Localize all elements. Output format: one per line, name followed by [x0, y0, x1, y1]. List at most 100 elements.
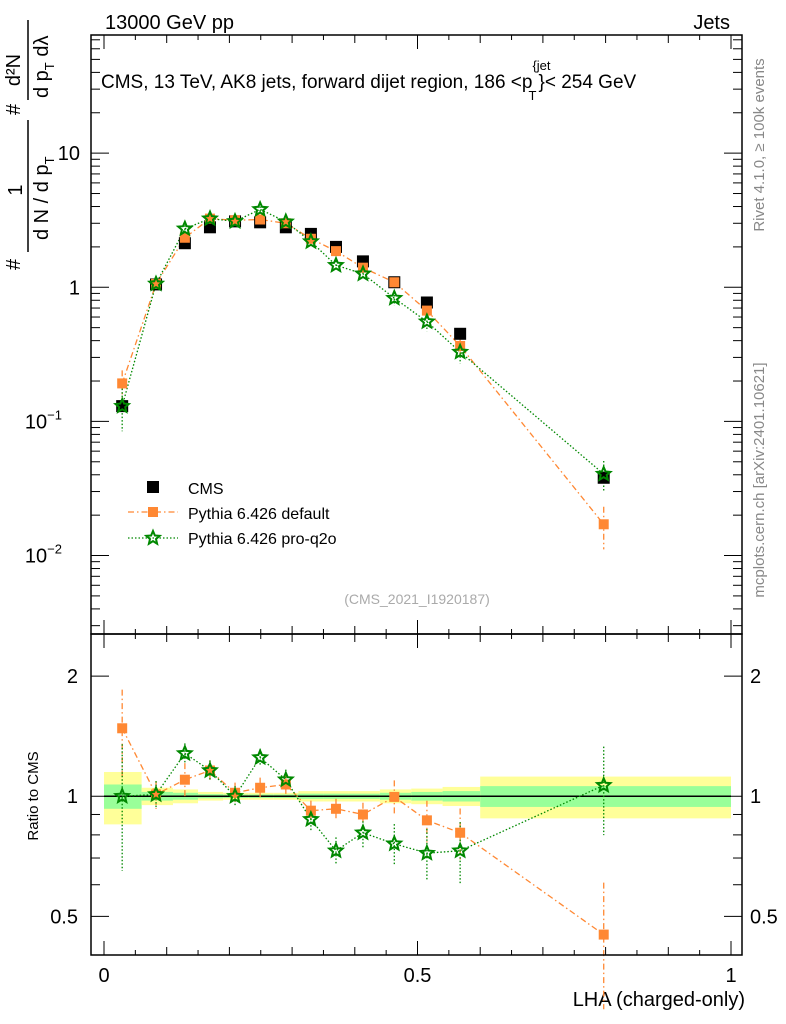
mcplots-text: mcplots.cern.ch [arXiv:2401.10621] [751, 362, 768, 597]
default-data-point [305, 233, 316, 244]
default-ratio-point [179, 774, 190, 785]
ylabel-num1: 1 [5, 184, 27, 195]
default-ratio-point [117, 723, 128, 734]
ratio-y-tick-label: 1 [67, 786, 78, 808]
q2o-data-point [251, 199, 270, 218]
q2o-ratio-point [301, 809, 321, 828]
default-data-point [151, 278, 162, 289]
ylabel-den2: d pT dλ [31, 36, 57, 98]
ratio-y-tick-label-right: 0.5 [750, 906, 778, 928]
ylabel-den2-main: d p [31, 70, 53, 98]
default-data-point [204, 213, 215, 224]
q2o-data-point [451, 342, 470, 360]
rivet-label: Rivet 4.1.0, ≥ 100k events [751, 58, 768, 231]
default-ratio-point [389, 791, 400, 802]
q2o-ratio-point [251, 747, 270, 766]
cms-data-point [420, 296, 433, 309]
default-data-point [598, 519, 609, 530]
q2o-ratio-point [353, 823, 373, 841]
q2o-ratio-point [225, 786, 245, 804]
ratio-panel [104, 771, 731, 825]
ylabel-den2-sub: T [42, 62, 57, 70]
q2o-data-point [225, 211, 245, 230]
q2o-data-point [594, 464, 613, 482]
main-y-tick-label: 1 [69, 277, 80, 299]
ylabel-hash-2: # [3, 103, 25, 115]
q2o-data-point [200, 208, 220, 227]
x-axis-label: LHA (charged-only) [573, 989, 745, 1011]
legend-star-shape [143, 528, 163, 546]
q2o-data-point [112, 396, 132, 414]
q2o-data-point [385, 288, 404, 306]
ylabel-den1: d N / d pT [31, 156, 57, 240]
title-tail: }< 254 GeV [538, 72, 636, 93]
q2o-ratio-point [326, 841, 346, 859]
q2o-ratio-point [146, 784, 166, 803]
default-data-point [179, 232, 190, 243]
ylabel-hash: # [3, 258, 25, 270]
ratio-frame [90, 633, 743, 956]
default-ratio-point [598, 929, 609, 940]
ratio-ylabel: Ratio to CMS [25, 751, 42, 840]
legend-cms-marker [147, 481, 159, 493]
default-ratio-point [357, 809, 368, 820]
ylabel-den2-tail: dλ [31, 36, 53, 63]
main-y-axis-label: # 1 d N / d pT # d²N d pT dλ [3, 20, 57, 270]
default-data-point [389, 277, 400, 288]
legend-cms-label: CMS [188, 481, 224, 498]
ylabel-num2: d²N [3, 54, 25, 86]
default-data-point [330, 246, 341, 257]
ylabel-den1-main: d N / d p [31, 164, 53, 240]
default-ratio-point [280, 779, 291, 790]
x-tick-label: 0.5 [404, 965, 432, 987]
ratio-y-tick-label-right: 1 [750, 786, 761, 808]
legend-q2o-marker [143, 528, 163, 546]
tick-exponent: −2 [47, 542, 62, 557]
q2o-ratio-point [451, 841, 470, 859]
default-ratio-point [421, 815, 432, 826]
data-marks [112, 199, 613, 1010]
default-data-point [230, 215, 241, 226]
q2o-ratio-point [276, 770, 296, 788]
rivet-text: Rivet 4.1.0, ≥ 100k events [751, 58, 768, 231]
main-y-tick-label: 10−2 [25, 542, 62, 568]
default-data-point [255, 214, 266, 225]
ratio-y-axis-label: Ratio to CMS [25, 751, 42, 840]
default-ratio-point [204, 765, 215, 776]
default-data-point [117, 378, 128, 389]
default-ratio-point [255, 782, 266, 793]
legend-q2o-label: Pythia 6.426 pro-q2o [188, 531, 337, 548]
default-ratio-point [151, 789, 162, 800]
title-sup: {jet [532, 58, 550, 73]
main-y-tick-label: 10 [58, 143, 80, 165]
q2o-ratio-point [112, 786, 132, 804]
x-tick-label: 0 [98, 965, 109, 987]
q2o-data-point [417, 312, 437, 330]
default-ratio-point [230, 787, 241, 798]
q2o-data-point [175, 219, 194, 237]
legend-default-label: Pythia 6.426 default [188, 506, 330, 523]
title-main: CMS, 13 TeV, AK8 jets, forward dijet reg… [101, 72, 532, 93]
ratio-y-tick-label: 2 [67, 666, 78, 688]
default-data-point [280, 218, 291, 229]
q2o-data-point [276, 212, 296, 230]
q2o-ratio-point [594, 775, 613, 794]
analysis-watermark: (CMS_2021_I1920187) [344, 591, 490, 607]
title-sub: T [529, 88, 537, 103]
legend: CMS Pythia 6.426 default Pythia 6.426 pr… [128, 481, 337, 548]
q2o-ratio-point [200, 760, 220, 779]
tick-exponent: −1 [47, 407, 62, 422]
q2o-data-point [301, 231, 321, 250]
main-y-tick-label: 10−1 [25, 407, 62, 433]
ratio-y-tick-label-right: 2 [750, 666, 761, 688]
q2o-data-point [146, 274, 166, 292]
default-data-point [421, 305, 432, 316]
ylabel-den1-sub: T [42, 156, 57, 164]
cms-data-point [454, 327, 467, 340]
axes: 0 0.5 1 10 1 10−1 10−2 2 2 1 1 0.5 0.5 [25, 34, 778, 987]
default-ratio-point [455, 827, 466, 838]
q2o-data-point [326, 255, 346, 273]
default-ratio-point [330, 803, 341, 814]
ratio-y-tick-label: 0.5 [50, 906, 78, 928]
